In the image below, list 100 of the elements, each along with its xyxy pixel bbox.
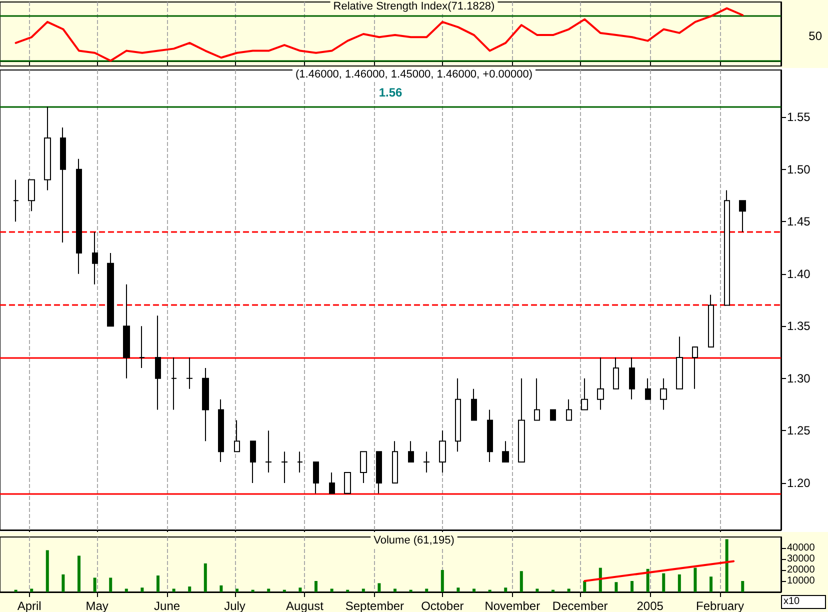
candlestick [329, 472, 335, 494]
candlestick [297, 451, 303, 473]
bar [172, 588, 176, 592]
candlestick [234, 420, 240, 452]
candlestick [455, 378, 461, 452]
bar [662, 573, 666, 592]
candlestick [76, 158, 82, 274]
bar [330, 588, 334, 592]
bar [583, 581, 586, 592]
y-tick-label: 1.25 [787, 424, 811, 438]
candlestick [692, 346, 698, 390]
candlestick [739, 200, 746, 233]
candlestick [408, 440, 414, 463]
candlestick [676, 336, 683, 390]
bar [567, 588, 570, 592]
bar [156, 576, 160, 592]
y-tick-label: 30000 [787, 554, 816, 564]
bar [472, 588, 476, 592]
bar [220, 585, 223, 592]
candlestick [139, 326, 145, 368]
y-tick-label: 1.45 [787, 214, 811, 229]
y-tick-label: 1.55 [787, 110, 811, 124]
candlestick [92, 232, 98, 285]
bar [124, 588, 128, 592]
candlestick [28, 179, 35, 212]
candlestick [581, 378, 588, 410]
bar [710, 576, 713, 592]
bar [267, 588, 270, 592]
candlestick [471, 388, 477, 421]
chart-title: Volume (61,195) [374, 534, 454, 546]
candlestick [629, 357, 635, 400]
candlestick [518, 378, 525, 463]
x-tick-label: December [552, 599, 608, 612]
bar [109, 578, 112, 592]
x-tick-label: November [484, 599, 540, 612]
bar [298, 588, 302, 592]
bar [614, 582, 618, 592]
bar [362, 588, 365, 592]
y-tick-label: 1.35 [787, 319, 811, 334]
ref-line-label: 1.56 [378, 86, 402, 100]
bar [598, 568, 602, 592]
bar [46, 550, 49, 592]
candlestick [423, 451, 430, 473]
x-tick-label: June [154, 599, 180, 612]
bar [314, 581, 318, 592]
text: 50 [808, 29, 822, 43]
bar [394, 588, 397, 592]
candlestick [645, 378, 651, 400]
candlestick [313, 462, 319, 494]
y-tick-label: 1.30 [787, 371, 811, 386]
y-tick-label: 10000 [787, 576, 816, 586]
x-tick-label: October [421, 599, 464, 612]
candlestick [265, 430, 272, 473]
bar [520, 571, 523, 592]
y-tick-label: 1.50 [787, 162, 811, 176]
bar [204, 563, 207, 592]
candlestick [281, 451, 288, 484]
bar [456, 588, 460, 592]
x-tick-label: 2005 [636, 599, 664, 612]
candlestick [502, 440, 509, 463]
bar [62, 574, 65, 592]
chart-title: (1.46000, 1.46000, 1.45000, 1.46000, +0.00000) [295, 68, 533, 80]
chart-title: Relative Strength Index(71.1828) [333, 0, 495, 12]
candlestick [123, 284, 130, 379]
candlestick [660, 378, 667, 410]
bar [678, 574, 681, 592]
candlestick [376, 451, 382, 494]
candlestick [344, 472, 351, 494]
bar [536, 588, 539, 592]
bar [78, 556, 81, 592]
candlestick [613, 357, 619, 390]
bar [725, 539, 728, 592]
bar [30, 588, 34, 592]
candlestick [724, 190, 730, 306]
candlestick [439, 430, 446, 473]
bar [425, 588, 428, 592]
candlestick [487, 409, 493, 463]
y-tick-label: 1.20 [787, 476, 811, 490]
candlestick [360, 451, 367, 484]
bar [694, 568, 697, 592]
candlestick [708, 294, 714, 348]
bar [378, 583, 381, 592]
candlestick [13, 179, 19, 222]
candlestick [202, 367, 209, 442]
bar [504, 588, 508, 592]
candlestick [107, 252, 114, 327]
candlestick [44, 106, 51, 191]
candlestick [218, 398, 224, 463]
bar [236, 588, 239, 592]
bar [140, 588, 144, 592]
bar [741, 581, 744, 592]
candlestick [534, 378, 540, 421]
candlestick [250, 440, 256, 484]
bar [646, 568, 650, 592]
candlestick [392, 440, 398, 484]
bar [93, 578, 96, 592]
candlestick [550, 409, 556, 421]
y-tick-label: 1.40 [787, 266, 811, 281]
candlestick [597, 357, 604, 410]
bar [630, 581, 634, 592]
